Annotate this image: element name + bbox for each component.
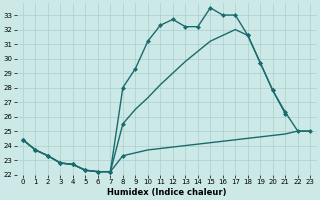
- X-axis label: Humidex (Indice chaleur): Humidex (Indice chaleur): [107, 188, 226, 197]
